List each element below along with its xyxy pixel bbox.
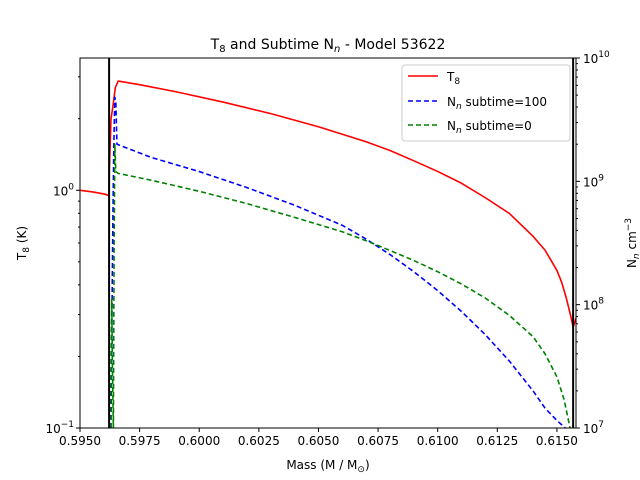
y-axis-right-label: Nn cm−3 bbox=[624, 218, 640, 268]
y-axis-right: 107 108 109 1010 bbox=[576, 50, 610, 436]
x-tick-label: 0.6125 bbox=[476, 434, 518, 448]
x-axis-label: Mass (M / M⊙) bbox=[286, 458, 369, 475]
y-axis-left-label: T8 (K) bbox=[15, 226, 32, 261]
y-right-tick-label: 1010 bbox=[583, 50, 610, 66]
y-right-tick-label: 107 bbox=[583, 420, 604, 436]
vline-layer bbox=[108, 58, 575, 428]
x-tick-label: 0.6050 bbox=[297, 434, 339, 448]
legend-label-nn-100: Nn subtime=100 bbox=[447, 95, 547, 112]
series-layer bbox=[80, 80, 576, 428]
x-tick-label: 0.5950 bbox=[59, 434, 101, 448]
x-tick-label: 0.6150 bbox=[536, 434, 578, 448]
x-tick-label: 0.6025 bbox=[238, 434, 280, 448]
series-line-2 bbox=[109, 143, 571, 428]
x-axis: 0.5950 0.5975 0.6000 0.6025 0.6050 0.6075 0.61… bbox=[59, 428, 578, 448]
legend-box bbox=[401, 64, 571, 142]
legend-label-t8: T8 bbox=[446, 70, 460, 87]
y-left-tick-label: 100 bbox=[53, 182, 74, 198]
x-tick-label: 0.6100 bbox=[417, 434, 459, 448]
series-line-1 bbox=[110, 96, 566, 428]
y-axis-left: 10−1 100 bbox=[45, 76, 80, 436]
y-left-tick-label: 10−1 bbox=[45, 420, 74, 436]
x-tick-label: 0.6000 bbox=[178, 434, 220, 448]
series-line-0 bbox=[80, 80, 576, 329]
legend-label-nn-0: Nn subtime=0 bbox=[447, 119, 532, 136]
y-right-tick-label: 109 bbox=[583, 173, 604, 189]
x-tick-label: 0.6075 bbox=[357, 434, 399, 448]
legend: T8 Nn subtime=100 Nn subtime=0 bbox=[401, 64, 571, 142]
chart-title: T8 and Subtime Nn - Model 53622 bbox=[210, 37, 446, 55]
x-tick-label: 0.5975 bbox=[119, 434, 161, 448]
y-right-tick-label: 108 bbox=[583, 297, 604, 313]
